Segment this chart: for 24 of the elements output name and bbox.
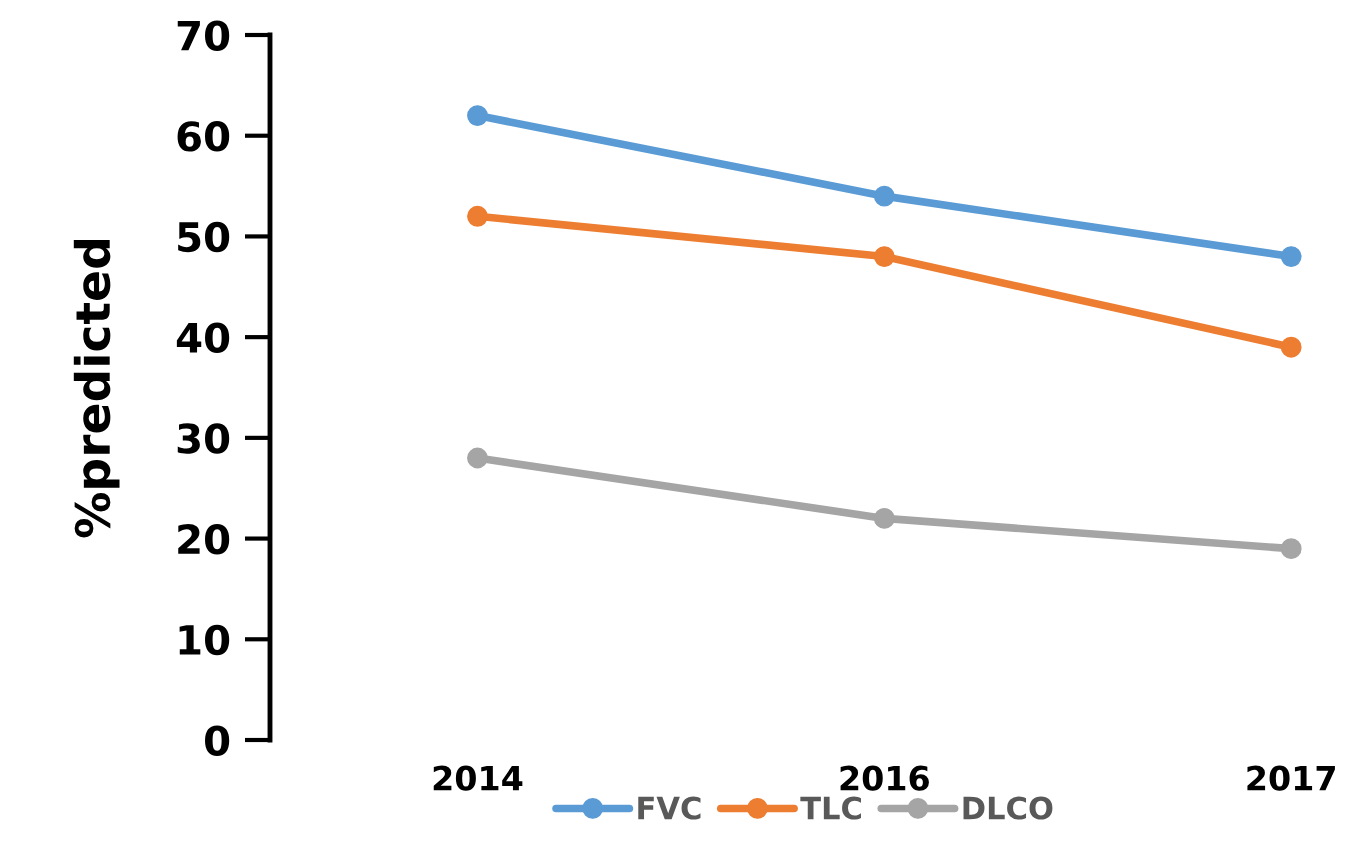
point [1280,336,1302,358]
y-tick-label: 0 [205,725,230,756]
x-tick-label: 2014 [433,765,523,791]
x-tick-label: 2017 [1247,765,1335,791]
y-axis-title: %predicted [73,240,120,538]
point [467,205,488,227]
point [467,447,488,469]
y-tick-label: 20 [178,523,230,555]
y-tick-label: 30 [177,423,230,454]
legend-label: TLC [800,796,861,820]
point [467,105,488,126]
legend-label: FVC [638,796,701,820]
legend-label: DLCO [963,796,1053,820]
y-tick-label: 40 [176,322,230,354]
y-tick-label: 10 [179,624,230,656]
point [873,246,895,267]
point [873,508,895,529]
y-tick-label: 50 [178,221,230,253]
x-tick-label: 2016 [840,765,929,791]
y-tick-label: 60 [177,121,230,152]
point [1280,538,1302,560]
point [873,185,895,207]
point [1280,246,1302,267]
y-tick-label: 70 [177,20,230,51]
